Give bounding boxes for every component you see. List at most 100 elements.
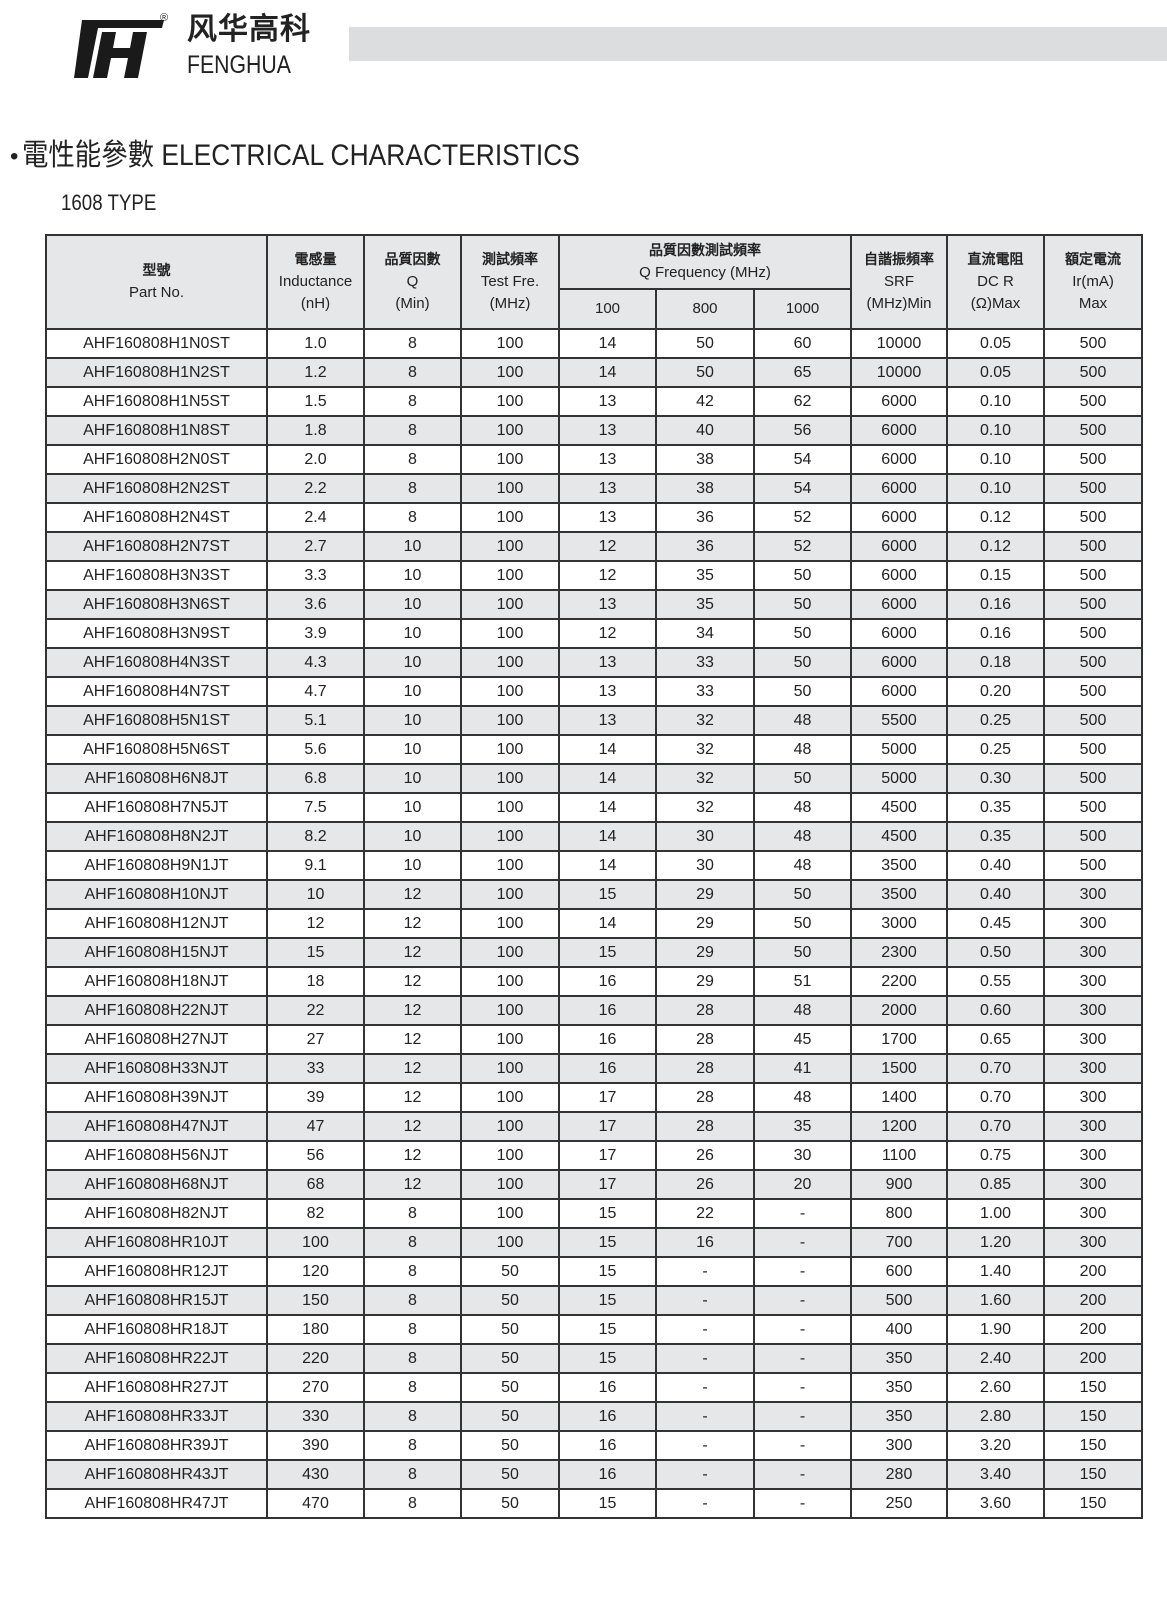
table-cell: 27 [266,1024,365,1055]
table-cell: 150 [1043,1372,1144,1403]
table-cell: 9.1 [266,850,365,881]
table-cell: 5500 [850,705,949,736]
table-cell: 17 [558,1169,657,1200]
table-cell: - [655,1343,755,1374]
table-cell: 10 [363,560,462,591]
table-cell: 3.9 [266,618,365,649]
part-number-cell: AHF160808HR18JT [45,1314,268,1345]
table-row: AHF160808H3N9ST 3.9 10 100 12 34 50 6000 0.16 500 [45,618,1144,649]
table-cell: 13 [558,386,657,417]
table-cell: 500 [850,1285,949,1316]
part-number-cell: AHF160808H2N2ST [45,473,268,504]
table-cell: 3.60 [946,1488,1046,1519]
table-cell: 100 [460,676,560,707]
table-cell: 14 [558,821,657,852]
table-cell: 12 [558,560,657,591]
table-cell: 13 [558,705,657,736]
table-row: AHF160808HR33JT 330 8 50 16- -350 2.80 150 [45,1401,1144,1432]
part-number-cell: AHF160808H2N7ST [45,531,268,562]
table-row: AHF160808H18NJT 18 12 100 16 29 51 2200 0.55 300 [45,966,1144,997]
table-cell: 32 [655,763,755,794]
table-cell: 200 [1043,1314,1144,1345]
table-cell: 8 [363,1198,462,1229]
table-cell: 100 [460,386,560,417]
table-cell: 5000 [850,734,949,765]
table-cell: 6000 [850,386,949,417]
table-cell: 1400 [850,1082,949,1113]
table-cell: 100 [460,647,560,678]
table-cell: 500 [1043,618,1144,649]
table-cell: 2200 [850,966,949,997]
table-cell: 8 [363,1488,462,1519]
table-cell: 2.4 [266,502,365,533]
header-q-freq-800: 800 [655,288,755,330]
table-cell: 15 [266,937,365,968]
part-number-cell: AHF160808H7N5JT [45,792,268,823]
table-cell: 4.3 [266,647,365,678]
part-number-cell: AHF160808H8N2JT [45,821,268,852]
table-cell: 12 [363,908,462,939]
table-cell: 100 [460,995,560,1026]
table-cell: 100 [460,821,560,852]
table-cell: 29 [655,908,755,939]
table-cell: 100 [460,328,560,359]
table-cell: 8 [363,473,462,504]
table-row: AHF160808H39NJT 39 12 100 17 28 48 1400 0.70 300 [45,1082,1144,1113]
part-number-cell: AHF160808HR10JT [45,1227,268,1258]
table-cell: - [752,1343,853,1374]
part-number-cell: AHF160808H1N0ST [45,328,268,359]
electrical-characteristics-table: 型號 Part No. 電感量 Inductance (nH) 品質因數 Q (Min) … [45,234,1144,1519]
header-bar [349,27,1167,61]
table-cell: 120 [266,1256,365,1287]
header-inductance: 電感量 Inductance (nH) [266,234,365,330]
table-cell: 7.5 [266,792,365,823]
table-cell: 50 [460,1459,560,1490]
table-cell: 2000 [850,995,949,1026]
table-cell: 50 [752,647,853,678]
table-cell: 14 [558,357,657,388]
table-cell: 8 [363,357,462,388]
table-cell: 2.0 [266,444,365,475]
part-number-cell: AHF160808H22NJT [45,995,268,1026]
table-row: AHF160808H3N6ST 3.6 10 100 13 35 50 6000 0.16 500 [45,589,1144,620]
table-cell: 4500 [850,792,949,823]
header-q-frequency: 品質因數測試頻率 Q Frequency (MHz) [557,234,853,290]
table-row: AHF160808H3N3ST 3.3 10 100 12 35 50 6000 0.15 500 [45,560,1144,591]
table-row: AHF160808H8N2JT 8.2 10 100 14 30 48 4500 0.35 500 [45,821,1144,852]
table-cell: 15 [558,1227,657,1258]
table-cell: - [752,1227,853,1258]
table-cell: 3500 [850,879,949,910]
table-cell: 300 [1043,1140,1144,1171]
table-cell: 60 [752,328,853,359]
part-number-cell: AHF160808H68NJT [45,1169,268,1200]
table-cell: 1.40 [946,1256,1046,1287]
table-cell: 14 [558,792,657,823]
table-cell: 10 [363,705,462,736]
table-cell: 50 [460,1256,560,1287]
table-cell: 29 [655,966,755,997]
table-cell: 0.60 [946,995,1046,1026]
table-cell: 150 [1043,1430,1144,1461]
table-cell: 0.30 [946,763,1046,794]
table-row: AHF160808HR39JT 390 8 50 16- -300 3.20 150 [45,1430,1144,1461]
table-cell: 12 [363,1082,462,1113]
table-cell: 100 [266,1227,365,1258]
table-row: AHF160808H27NJT 27 12 100 16 28 45 1700 0.65 300 [45,1024,1144,1055]
table-cell: 13 [558,502,657,533]
table-cell: 300 [1043,1198,1144,1229]
table-cell: 100 [460,908,560,939]
table-row: AHF160808HR12JT 120 8 50 15- -600 1.40 200 [45,1256,1144,1287]
table-cell: 0.35 [946,792,1046,823]
table-cell: 12 [363,879,462,910]
table-cell: 0.70 [946,1111,1046,1142]
table-cell: 100 [460,705,560,736]
table-cell: 150 [1043,1488,1144,1519]
table-cell: 16 [558,1024,657,1055]
table-row: AHF160808H6N8JT 6.8 10 100 14 32 50 5000 0.30 500 [45,763,1144,794]
table-cell: 15 [558,1314,657,1345]
table-cell: - [655,1430,755,1461]
table-cell: 0.12 [946,531,1046,562]
table-cell: 350 [850,1401,949,1432]
table-cell: 26 [655,1140,755,1171]
table-cell: 50 [460,1430,560,1461]
